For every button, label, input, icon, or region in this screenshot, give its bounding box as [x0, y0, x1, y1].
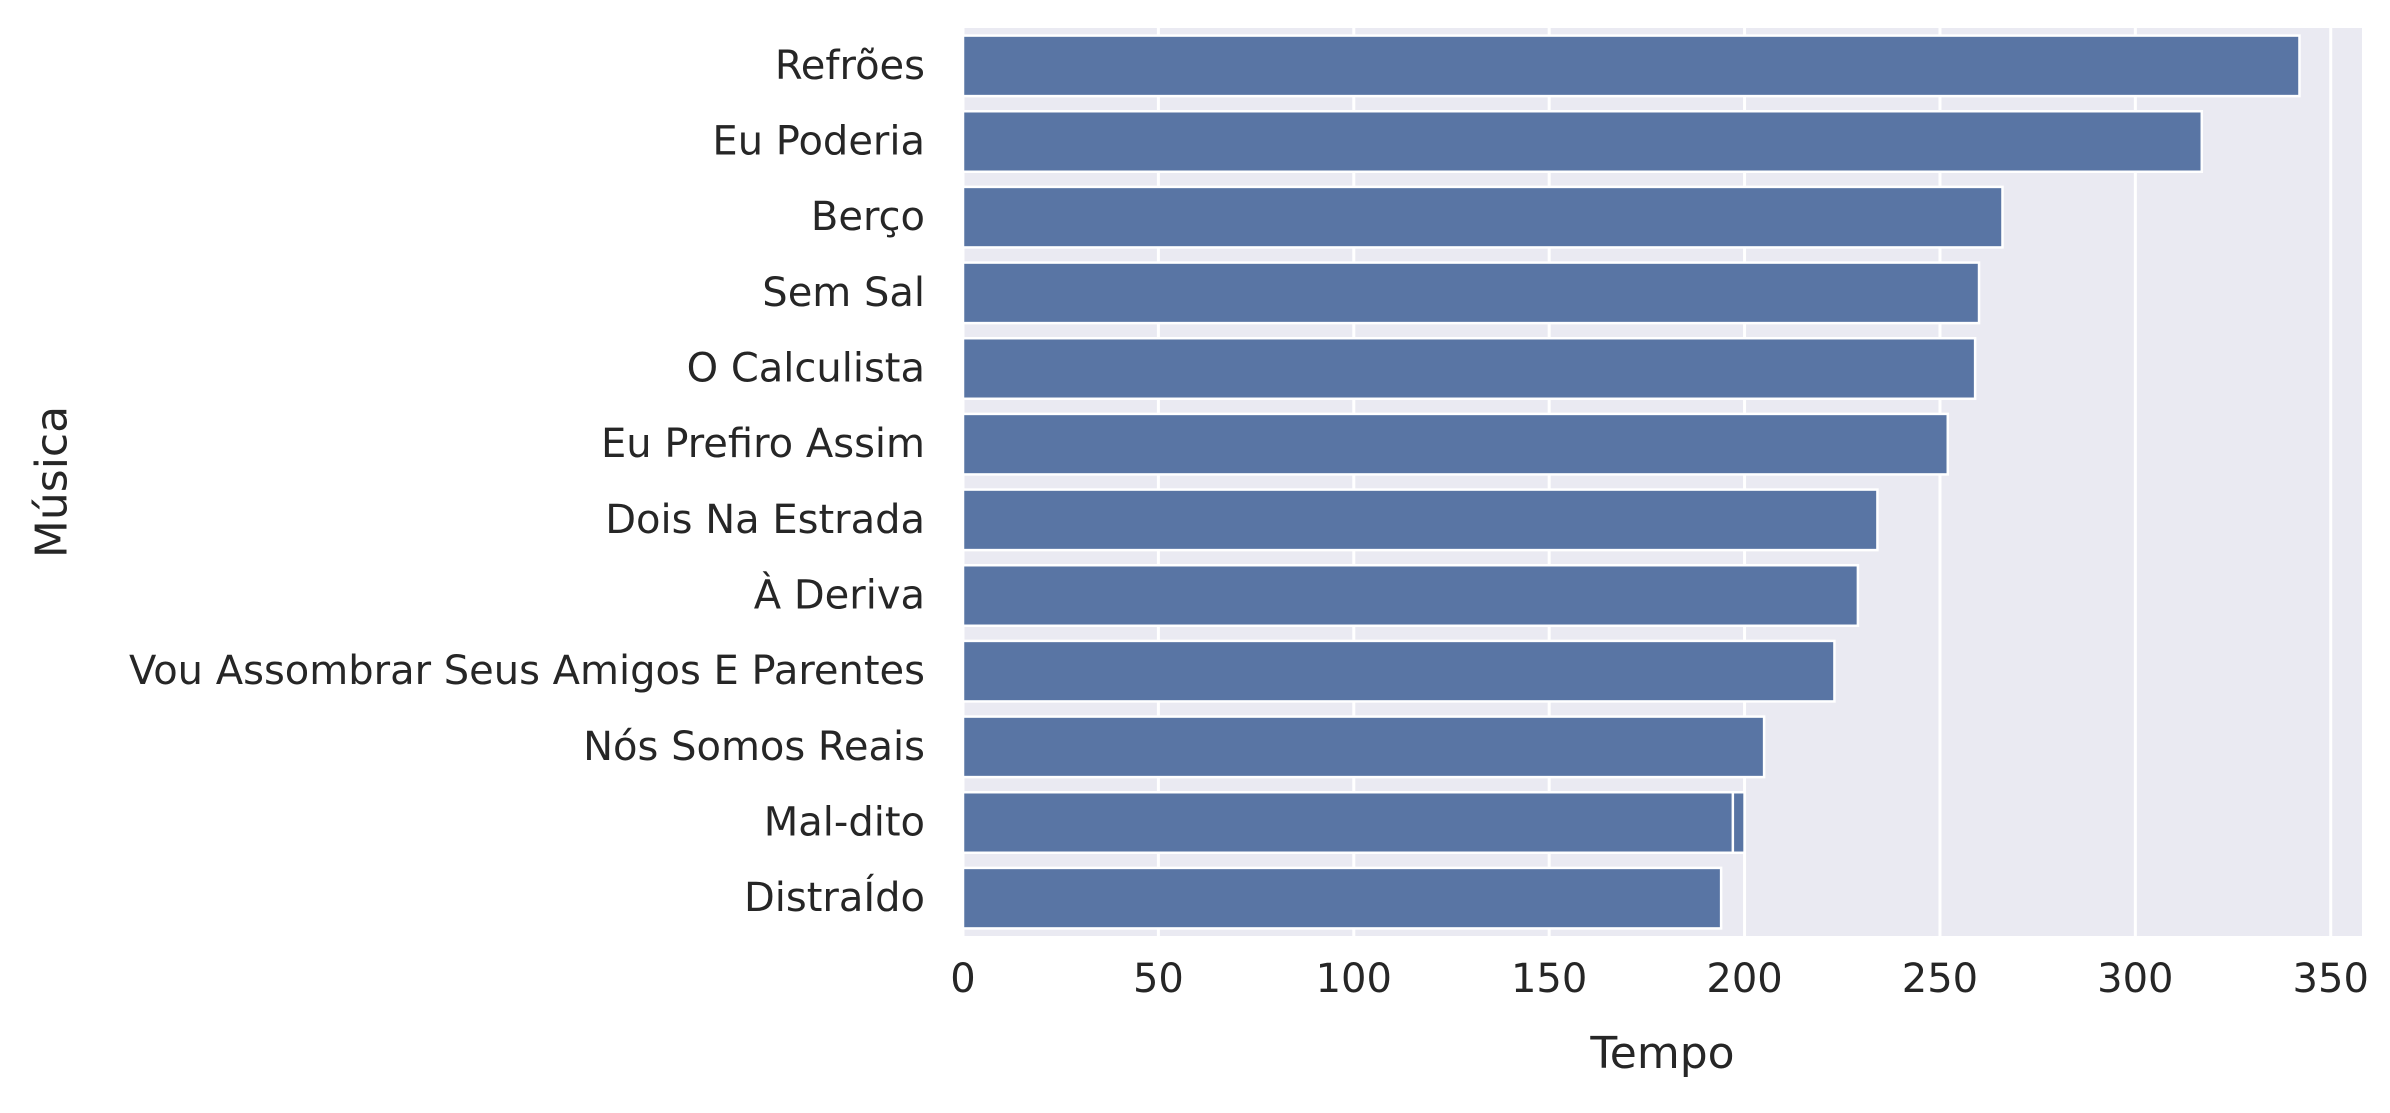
bar [961, 109, 2204, 174]
x-tick-labels: 0 50 100 150 200 250 300 350 [950, 956, 2369, 1002]
y-tick-label: Sem Sal [762, 270, 925, 316]
grid-lines [961, 28, 2333, 936]
bar [961, 866, 1723, 930]
y-tick-label: Eu Prefiro Assim [601, 421, 925, 467]
bar [961, 34, 2301, 98]
bar [961, 185, 2004, 249]
bar [961, 412, 1950, 476]
y-tick-label: DistraÍdo [744, 873, 925, 921]
y-tick-label: À Deriva [754, 571, 925, 619]
bar [961, 715, 1766, 779]
bars [961, 34, 2301, 930]
y-tick-label: Eu Poderia [712, 119, 925, 165]
y-tick-label: O Calculista [687, 346, 925, 392]
bar [961, 261, 1981, 325]
x-tick-label: 0 [950, 956, 975, 1002]
y-tick-label: Vou Assombrar Seus Amigos E Parentes [129, 648, 925, 694]
x-tick-label: 200 [1706, 956, 1782, 1002]
y-tick-label: Berço [811, 194, 925, 240]
x-tick-label: 350 [2293, 956, 2369, 1002]
y-tick-label: Mal-dito [764, 800, 925, 846]
x-tick-label: 50 [1133, 956, 1184, 1002]
bar [961, 336, 1977, 401]
bar [961, 488, 1879, 552]
x-tick-label: 150 [1511, 956, 1587, 1002]
x-tick-label: 100 [1316, 956, 1392, 1002]
y-axis-label: Música [27, 406, 78, 558]
bar [961, 639, 1836, 703]
x-tick-label: 250 [1902, 956, 1978, 1002]
y-tick-labels: Refrões Eu Poderia Berço Sem Sal O Calculist… [129, 43, 925, 921]
x-axis-label: Tempo [1589, 1028, 1734, 1079]
x-tick-label: 300 [2097, 956, 2173, 1002]
y-tick-label: Nós Somos Reais [583, 724, 925, 770]
overlay-bar [961, 790, 1735, 855]
y-tick-label: Dois Na Estrada [605, 497, 925, 543]
y-tick-label: Refrões [775, 43, 925, 89]
bar [961, 563, 1860, 628]
plot-area [963, 28, 2362, 936]
